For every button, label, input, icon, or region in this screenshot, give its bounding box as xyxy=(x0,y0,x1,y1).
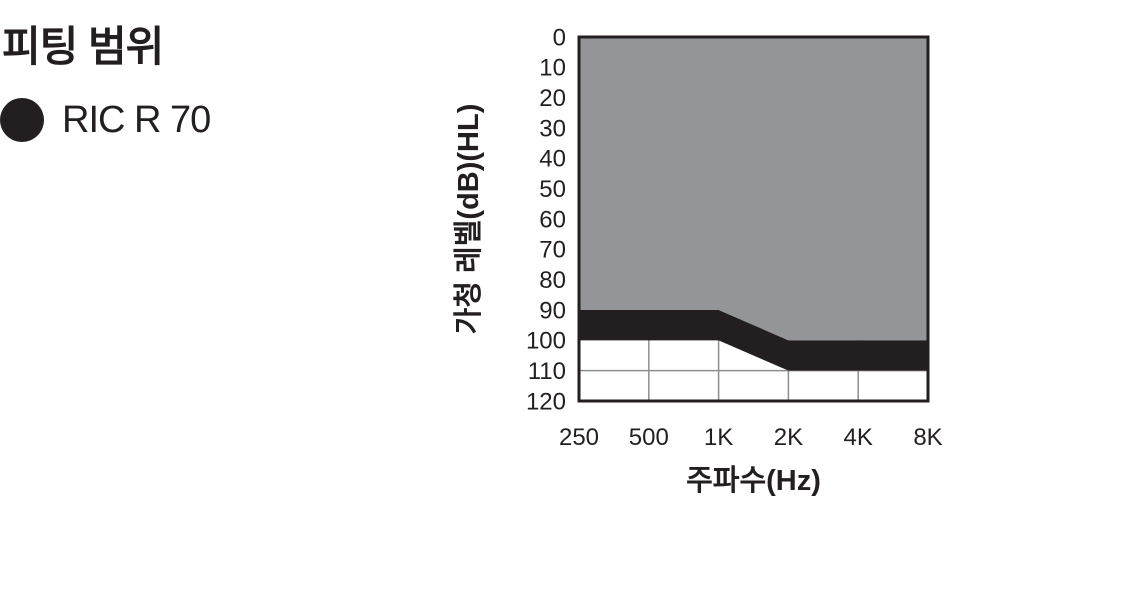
legend-label: RIC R 70 xyxy=(62,98,211,141)
page-title: 피팅 범위 xyxy=(2,23,164,70)
y-tick-label: 90 xyxy=(539,297,566,324)
x-tick-label: 250 xyxy=(559,424,599,451)
y-tick-label: 0 xyxy=(553,24,566,51)
fitting-area-gray xyxy=(579,37,928,341)
y-tick-label: 30 xyxy=(539,115,566,142)
y-tick-label: 40 xyxy=(539,146,566,173)
x-tick-label: 4K xyxy=(844,424,873,451)
y-tick-label: 70 xyxy=(539,237,566,264)
legend-filled-circle-icon xyxy=(0,98,44,142)
x-tick-label: 500 xyxy=(629,424,669,451)
y-tick-label: 60 xyxy=(539,206,566,233)
y-tick-label: 50 xyxy=(539,176,566,203)
y-tick-label: 110 xyxy=(528,358,566,385)
fitting-range-chart: 0 10 20 30 40 50 60 70 80 90 100 110 120 250 500 1K 2K 4K… xyxy=(430,20,990,520)
fitting-limit-band-black xyxy=(579,310,928,371)
y-tick-label: 120 xyxy=(526,388,566,415)
x-axis-title: 주파수(Hz) xyxy=(686,464,821,497)
y-tick-label: 10 xyxy=(539,55,566,82)
x-tick-label: 2K xyxy=(774,424,803,451)
y-tick-label: 80 xyxy=(539,267,566,294)
plot-border xyxy=(577,35,930,403)
y-tick-label: 100 xyxy=(526,328,566,355)
y-tick-label: 20 xyxy=(539,85,566,112)
x-tick-label: 1K xyxy=(704,424,733,451)
fitting-range-chart-svg: 0 10 20 30 40 50 60 70 80 90 100 110 120 250 500 1K 2K 4K… xyxy=(452,24,943,497)
x-tick-label: 8K xyxy=(913,424,942,451)
legend: RIC R 70 xyxy=(0,98,211,142)
y-axis-title: 가청 레벨(dB)(HL) xyxy=(452,104,485,335)
